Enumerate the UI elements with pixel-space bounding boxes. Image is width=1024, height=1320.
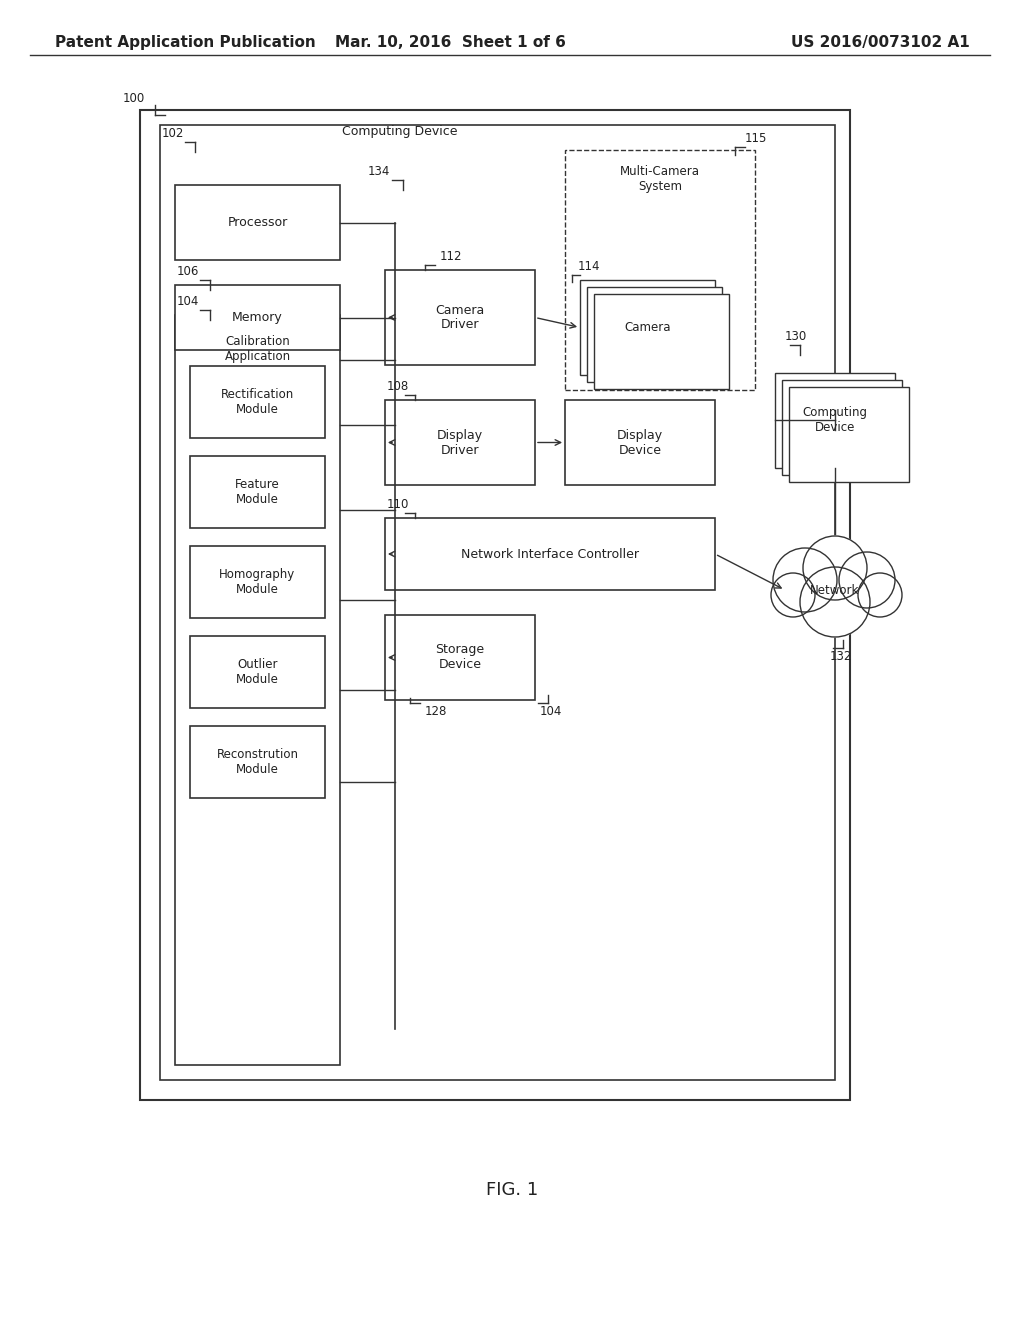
FancyBboxPatch shape (175, 285, 340, 350)
Text: Display
Device: Display Device (616, 429, 664, 457)
FancyBboxPatch shape (565, 400, 715, 484)
FancyBboxPatch shape (190, 726, 325, 799)
Text: 100: 100 (123, 92, 145, 106)
FancyBboxPatch shape (190, 546, 325, 618)
FancyBboxPatch shape (140, 110, 850, 1100)
Text: 114: 114 (578, 260, 600, 273)
Text: Memory: Memory (232, 312, 283, 323)
Circle shape (839, 552, 895, 609)
Text: Homography
Module: Homography Module (219, 568, 296, 597)
FancyBboxPatch shape (790, 387, 909, 482)
Text: Network Interface Controller: Network Interface Controller (461, 548, 639, 561)
Text: 102: 102 (162, 127, 184, 140)
FancyBboxPatch shape (190, 636, 325, 708)
Text: Camera: Camera (625, 321, 671, 334)
Text: Reconstrution
Module: Reconstrution Module (216, 748, 299, 776)
FancyBboxPatch shape (580, 280, 715, 375)
Circle shape (773, 548, 837, 612)
Text: Rectification
Module: Rectification Module (221, 388, 294, 416)
FancyBboxPatch shape (587, 286, 722, 381)
FancyBboxPatch shape (775, 372, 895, 467)
FancyBboxPatch shape (565, 150, 755, 389)
Text: Mar. 10, 2016  Sheet 1 of 6: Mar. 10, 2016 Sheet 1 of 6 (335, 36, 565, 50)
Text: Display
Driver: Display Driver (437, 429, 483, 457)
Text: Feature
Module: Feature Module (236, 478, 280, 506)
Text: 130: 130 (785, 330, 807, 342)
Text: 134: 134 (368, 165, 390, 178)
Text: Computing
Device: Computing Device (803, 407, 867, 434)
Text: 128: 128 (425, 705, 447, 718)
FancyBboxPatch shape (782, 380, 902, 474)
FancyBboxPatch shape (385, 517, 715, 590)
Text: Processor: Processor (227, 216, 288, 228)
Text: Computing Device: Computing Device (342, 125, 458, 139)
Text: 115: 115 (745, 132, 767, 145)
Text: 104: 104 (177, 294, 200, 308)
Text: Network: Network (810, 583, 860, 597)
Text: FIG. 1: FIG. 1 (485, 1181, 539, 1199)
Text: US 2016/0073102 A1: US 2016/0073102 A1 (792, 36, 970, 50)
FancyBboxPatch shape (385, 615, 535, 700)
FancyBboxPatch shape (190, 455, 325, 528)
Text: Storage
Device: Storage Device (435, 644, 484, 672)
FancyBboxPatch shape (190, 366, 325, 438)
Text: Multi-Camera
System: Multi-Camera System (620, 165, 700, 193)
Text: Outlier
Module: Outlier Module (237, 657, 279, 686)
FancyBboxPatch shape (160, 125, 835, 1080)
Text: 110: 110 (387, 498, 410, 511)
Text: 108: 108 (387, 380, 410, 393)
Text: 132: 132 (830, 649, 852, 663)
FancyBboxPatch shape (175, 315, 340, 1065)
FancyBboxPatch shape (385, 271, 535, 366)
FancyBboxPatch shape (594, 294, 729, 389)
Text: Patent Application Publication: Patent Application Publication (55, 36, 315, 50)
Text: Calibration
Application: Calibration Application (224, 335, 291, 363)
Circle shape (771, 573, 815, 616)
FancyBboxPatch shape (175, 185, 340, 260)
Text: 112: 112 (440, 249, 463, 263)
Text: 104: 104 (540, 705, 562, 718)
Text: Camera
Driver: Camera Driver (435, 304, 484, 331)
Circle shape (858, 573, 902, 616)
Circle shape (803, 536, 867, 601)
Text: 106: 106 (177, 265, 200, 279)
Circle shape (800, 568, 870, 638)
FancyBboxPatch shape (385, 400, 535, 484)
